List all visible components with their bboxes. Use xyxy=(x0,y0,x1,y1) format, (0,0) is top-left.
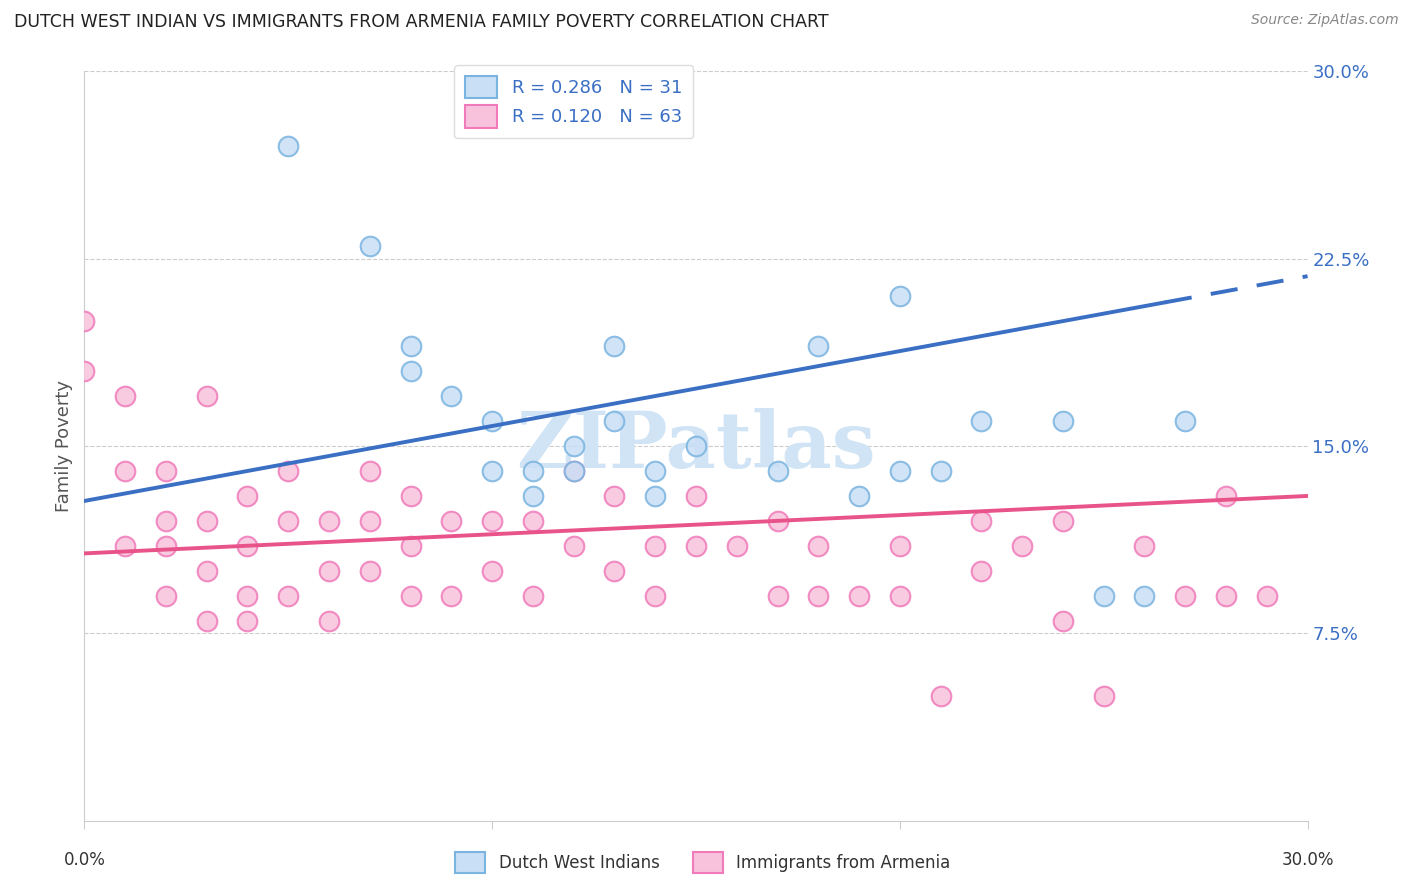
Point xyxy=(359,514,381,528)
Point xyxy=(236,539,259,553)
Point xyxy=(562,439,585,453)
Point xyxy=(318,514,340,528)
Point xyxy=(1174,414,1197,428)
Point xyxy=(522,589,544,603)
Point xyxy=(1215,589,1237,603)
Point xyxy=(359,464,381,478)
Point xyxy=(195,614,218,628)
Point xyxy=(277,589,299,603)
Point xyxy=(155,464,177,478)
Point xyxy=(603,414,626,428)
Point xyxy=(155,589,177,603)
Point xyxy=(277,514,299,528)
Point xyxy=(399,489,422,503)
Point xyxy=(562,539,585,553)
Point xyxy=(889,539,911,553)
Point xyxy=(766,589,789,603)
Point xyxy=(318,614,340,628)
Point xyxy=(970,414,993,428)
Point xyxy=(562,464,585,478)
Point xyxy=(399,589,422,603)
Point xyxy=(399,364,422,378)
Point xyxy=(1052,514,1074,528)
Point xyxy=(1133,539,1156,553)
Point xyxy=(399,539,422,553)
Point xyxy=(1092,589,1115,603)
Point xyxy=(644,464,666,478)
Point xyxy=(1092,689,1115,703)
Point xyxy=(848,589,870,603)
Point xyxy=(1052,414,1074,428)
Point xyxy=(277,139,299,153)
Point xyxy=(440,389,463,403)
Point xyxy=(725,539,748,553)
Point xyxy=(481,464,503,478)
Point xyxy=(522,489,544,503)
Point xyxy=(236,489,259,503)
Point xyxy=(318,564,340,578)
Point xyxy=(481,564,503,578)
Point xyxy=(889,289,911,303)
Text: 0.0%: 0.0% xyxy=(63,851,105,869)
Point xyxy=(685,489,707,503)
Point xyxy=(889,464,911,478)
Point xyxy=(644,489,666,503)
Point xyxy=(359,239,381,253)
Text: 30.0%: 30.0% xyxy=(1281,851,1334,869)
Point xyxy=(155,539,177,553)
Point xyxy=(195,564,218,578)
Point xyxy=(114,464,136,478)
Point xyxy=(562,464,585,478)
Point xyxy=(1052,614,1074,628)
Y-axis label: Family Poverty: Family Poverty xyxy=(55,380,73,512)
Point xyxy=(399,339,422,353)
Point xyxy=(848,489,870,503)
Point xyxy=(1011,539,1033,553)
Point xyxy=(114,539,136,553)
Point xyxy=(236,614,259,628)
Point xyxy=(644,539,666,553)
Legend: R = 0.286   N = 31, R = 0.120   N = 63: R = 0.286 N = 31, R = 0.120 N = 63 xyxy=(454,65,693,138)
Point xyxy=(236,589,259,603)
Point xyxy=(970,514,993,528)
Point xyxy=(73,364,96,378)
Point xyxy=(603,564,626,578)
Point xyxy=(807,339,830,353)
Point xyxy=(155,514,177,528)
Point xyxy=(277,464,299,478)
Point xyxy=(195,389,218,403)
Point xyxy=(481,414,503,428)
Point xyxy=(114,389,136,403)
Legend: Dutch West Indians, Immigrants from Armenia: Dutch West Indians, Immigrants from Arme… xyxy=(449,846,957,880)
Point xyxy=(929,464,952,478)
Text: Source: ZipAtlas.com: Source: ZipAtlas.com xyxy=(1251,13,1399,28)
Point xyxy=(603,489,626,503)
Point xyxy=(522,514,544,528)
Point xyxy=(73,314,96,328)
Point xyxy=(766,464,789,478)
Point xyxy=(1174,589,1197,603)
Point xyxy=(685,439,707,453)
Point xyxy=(889,589,911,603)
Point xyxy=(195,514,218,528)
Point xyxy=(440,589,463,603)
Point xyxy=(766,514,789,528)
Point xyxy=(685,539,707,553)
Point xyxy=(603,339,626,353)
Point xyxy=(1215,489,1237,503)
Point xyxy=(481,514,503,528)
Point xyxy=(807,539,830,553)
Text: DUTCH WEST INDIAN VS IMMIGRANTS FROM ARMENIA FAMILY POVERTY CORRELATION CHART: DUTCH WEST INDIAN VS IMMIGRANTS FROM ARM… xyxy=(14,13,828,31)
Point xyxy=(970,564,993,578)
Point xyxy=(522,464,544,478)
Point xyxy=(929,689,952,703)
Point xyxy=(1133,589,1156,603)
Point xyxy=(807,589,830,603)
Text: ZIPatlas: ZIPatlas xyxy=(516,408,876,484)
Point xyxy=(644,589,666,603)
Point xyxy=(359,564,381,578)
Point xyxy=(440,514,463,528)
Point xyxy=(1256,589,1278,603)
